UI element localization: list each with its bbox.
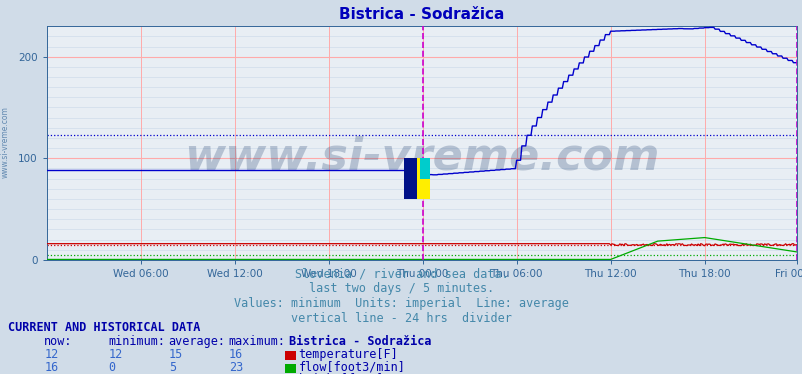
Text: 192: 192 bbox=[44, 373, 66, 374]
Bar bbox=[404, 158, 417, 199]
Text: 0: 0 bbox=[108, 361, 115, 374]
Text: Bistrica - Sodražica: Bistrica - Sodražica bbox=[289, 335, 431, 348]
Text: 123: 123 bbox=[168, 373, 190, 374]
Bar bbox=[419, 158, 430, 179]
Text: 12: 12 bbox=[44, 348, 59, 361]
Text: minimum:: minimum: bbox=[108, 335, 165, 348]
Text: CURRENT AND HISTORICAL DATA: CURRENT AND HISTORICAL DATA bbox=[8, 321, 200, 334]
Text: last two days / 5 minutes.: last two days / 5 minutes. bbox=[309, 282, 493, 295]
Text: 23: 23 bbox=[229, 361, 243, 374]
Text: 12: 12 bbox=[108, 348, 123, 361]
Text: 16: 16 bbox=[229, 348, 243, 361]
Text: 5: 5 bbox=[168, 361, 176, 374]
Bar bbox=[404, 158, 430, 199]
Text: 15: 15 bbox=[168, 348, 183, 361]
Title: Bistrica - Sodražica: Bistrica - Sodražica bbox=[339, 7, 504, 22]
Text: www.si-vreme.com: www.si-vreme.com bbox=[1, 106, 10, 178]
Text: average:: average: bbox=[168, 335, 225, 348]
Text: maximum:: maximum: bbox=[229, 335, 286, 348]
Text: vertical line - 24 hrs  divider: vertical line - 24 hrs divider bbox=[290, 312, 512, 325]
Text: 91: 91 bbox=[108, 373, 123, 374]
Text: 16: 16 bbox=[44, 361, 59, 374]
Text: www.si-vreme.com: www.si-vreme.com bbox=[184, 136, 659, 178]
Text: flow[foot3/min]: flow[foot3/min] bbox=[298, 361, 405, 374]
Text: height[foot]: height[foot] bbox=[298, 373, 383, 374]
Text: temperature[F]: temperature[F] bbox=[298, 348, 398, 361]
Text: now:: now: bbox=[44, 335, 72, 348]
Text: Values: minimum  Units: imperial  Line: average: Values: minimum Units: imperial Line: av… bbox=[233, 297, 569, 310]
Text: Slovenia / river and sea data.: Slovenia / river and sea data. bbox=[294, 267, 508, 280]
Text: 217: 217 bbox=[229, 373, 250, 374]
